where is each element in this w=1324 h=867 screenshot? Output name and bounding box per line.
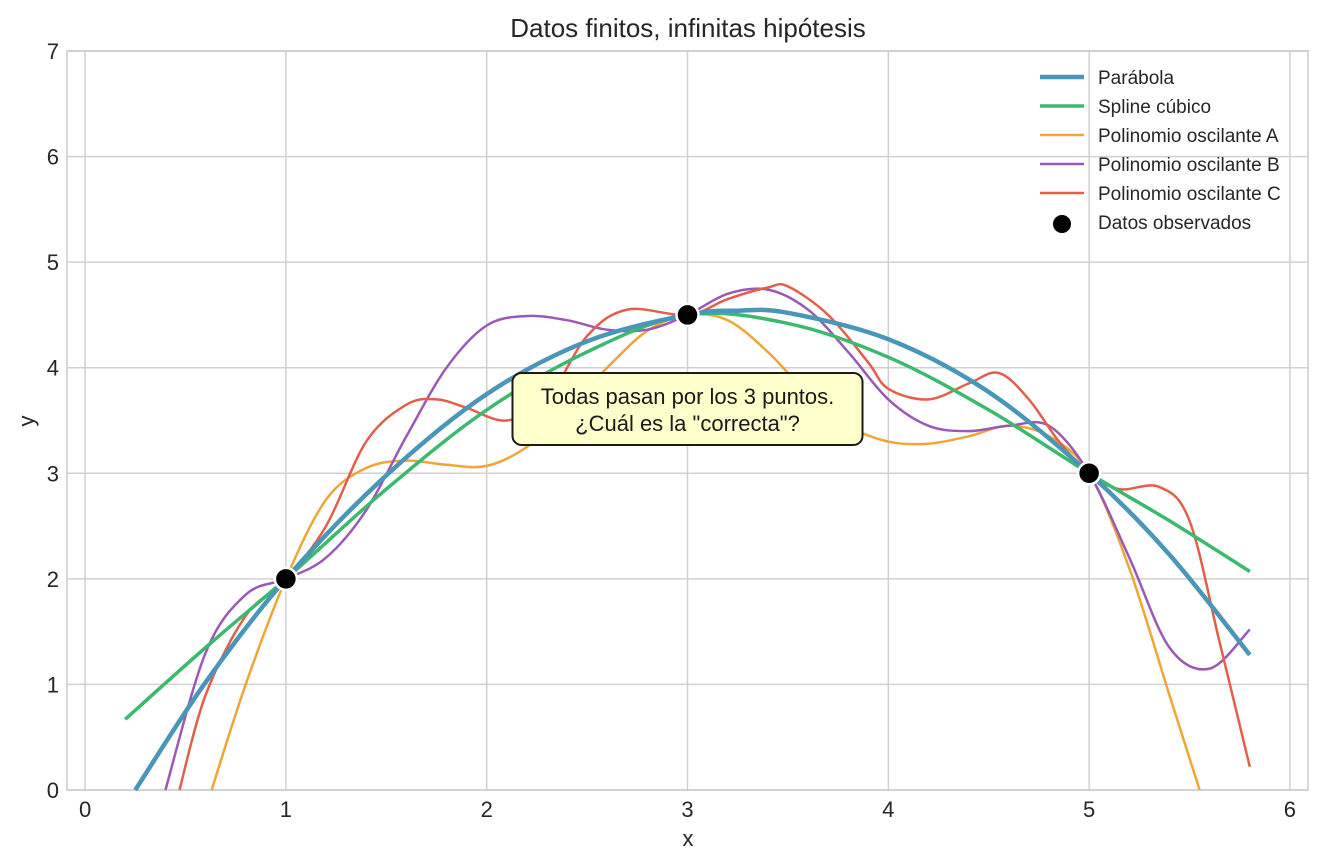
y-tick-label: 5 [47, 250, 59, 275]
y-tick-label: 0 [47, 778, 59, 803]
y-tick-label: 6 [47, 145, 59, 170]
data-point [1076, 461, 1102, 486]
data-points [273, 302, 1102, 592]
annotation-text-line: ¿Cuál es la "correcta"? [575, 411, 800, 436]
legend-label: Parábola [1098, 68, 1174, 89]
grid-lines [67, 50, 1308, 791]
data-point [273, 566, 299, 592]
x-tick-label: 0 [79, 797, 91, 822]
x-tick-label: 3 [681, 797, 693, 822]
y-axis-label: y [14, 416, 39, 427]
plot-frame [66, 50, 1309, 791]
y-tick-label: 4 [47, 356, 59, 381]
legend-marker [1051, 213, 1073, 235]
y-tick-label: 1 [47, 672, 59, 697]
legend-label: Polinomio oscilante B [1098, 155, 1280, 176]
chart-title: Datos finitos, infinitas hipótesis [510, 13, 866, 43]
annotation-text-line: Todas pasan por los 3 puntos. [541, 384, 835, 409]
y-tick-label: 7 [47, 39, 59, 64]
data-point [675, 302, 700, 328]
legend-label: Spline cúbico [1098, 97, 1211, 118]
y-tick-label: 2 [47, 567, 59, 592]
x-tick-labels: 0 1 2 3 4 5 6 [79, 797, 1296, 822]
annotation-box: Todas pasan por los 3 puntos.¿Cuál es la… [511, 371, 864, 446]
annotation-background [511, 371, 864, 446]
x-tick-label: 6 [1284, 797, 1296, 822]
x-axis-label: x [683, 826, 694, 851]
y-tick-label: 3 [47, 461, 59, 486]
legend-label: Polinomio oscilante C [1098, 184, 1281, 205]
legend-label: Datos observados [1098, 213, 1251, 234]
x-tick-label: 4 [882, 797, 894, 822]
x-tick-label: 1 [280, 797, 292, 822]
legend: Parábola Spline cúbico Polinomio oscilante… [1040, 68, 1281, 235]
y-tick-labels: 0 1 2 3 4 5 6 7 [47, 39, 59, 803]
x-tick-label: 5 [1083, 797, 1095, 822]
legend-label: Polinomio oscilante A [1098, 126, 1279, 147]
x-tick-label: 2 [481, 797, 493, 822]
